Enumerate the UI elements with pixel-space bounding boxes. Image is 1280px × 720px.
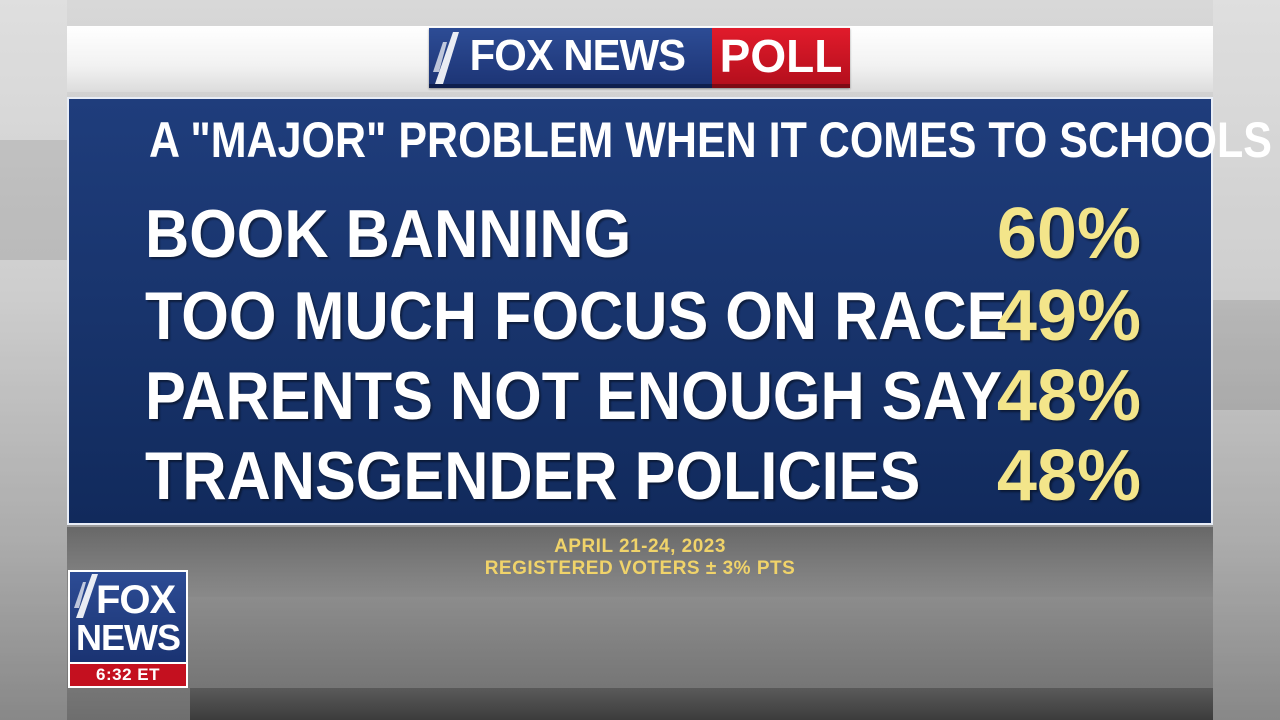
poll-sample-info: REGISTERED VOTERS ± 3% PTS — [484, 558, 796, 579]
footer-band — [67, 527, 1213, 597]
network-bug: FOX NEWS 6:32 ET — [68, 570, 188, 688]
searchlight-beams-icon — [433, 32, 459, 84]
searchlight-beams-icon — [74, 574, 98, 618]
result-row: TOO MUCH FOCUS ON RACE 49% — [145, 279, 1145, 353]
result-row: PARENTS NOT ENOUGH SAY 48% — [145, 359, 1145, 433]
result-row: BOOK BANNING 60% — [145, 197, 1145, 271]
lower-bar — [190, 688, 1213, 720]
result-label: PARENTS NOT ENOUGH SAY — [145, 358, 1002, 434]
result-label: TRANSGENDER POLICIES — [145, 438, 921, 514]
poll-text: POLL — [719, 30, 843, 82]
result-value: 60% — [996, 194, 1141, 274]
result-label: BOOK BANNING — [145, 196, 632, 272]
news-text: NEWS — [76, 617, 181, 658]
background-texture — [0, 0, 67, 720]
background-texture — [1213, 0, 1280, 720]
poll-dates: APRIL 21-24, 2023 — [554, 536, 726, 557]
fox-news-text: FOX NEWS — [469, 31, 686, 80]
poll-results-panel: A "MAJOR" PROBLEM WHEN IT COMES TO SCHOO… — [67, 97, 1272, 525]
result-value: 48% — [996, 356, 1141, 436]
fox-news-poll-logo: FOX NEWS POLL — [429, 28, 850, 88]
background-texture — [0, 140, 67, 260]
clock-time: 6:32 ET — [70, 664, 186, 686]
fox-news-logo: FOX NEWS — [70, 572, 186, 662]
result-value: 49% — [996, 276, 1141, 356]
background-texture — [1213, 300, 1280, 410]
fox-text: FOX — [96, 578, 176, 622]
panel-title: A "MAJOR" PROBLEM WHEN IT COMES TO SCHOO… — [148, 112, 1272, 168]
result-row: TRANSGENDER POLICIES 48% — [145, 439, 1145, 513]
result-value: 48% — [996, 436, 1141, 516]
poll-badge: POLL — [712, 28, 850, 88]
fox-news-wordmark: FOX NEWS — [429, 28, 712, 88]
result-label: TOO MUCH FOCUS ON RACE — [145, 278, 1008, 354]
